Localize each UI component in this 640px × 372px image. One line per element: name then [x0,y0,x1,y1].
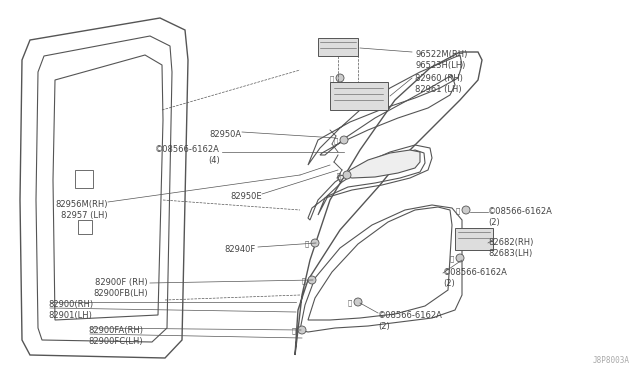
Text: Ⓢ: Ⓢ [337,173,341,179]
Bar [75,170,93,188]
Circle shape [311,239,319,247]
Text: ©08566-6162A
(2): ©08566-6162A (2) [378,311,443,331]
Text: Ⓢ: Ⓢ [456,208,460,214]
Text: Ⓢ: Ⓢ [450,256,454,262]
Text: Ⓢ: Ⓢ [330,76,334,82]
Circle shape [336,74,344,82]
Circle shape [354,298,362,306]
Circle shape [456,254,464,262]
Text: 82950A: 82950A [210,130,242,139]
Text: Ⓢ: Ⓢ [348,300,352,306]
Text: ©08566-6162A
(2): ©08566-6162A (2) [488,207,553,227]
Polygon shape [338,150,420,182]
Text: 82950E: 82950E [230,192,262,201]
Circle shape [343,171,351,179]
Text: 82960 (RH)
82961 (LH): 82960 (RH) 82961 (LH) [415,74,463,94]
Circle shape [308,276,316,284]
Text: 96522M(RH)
96523H(LH): 96522M(RH) 96523H(LH) [415,50,467,70]
Text: 82900FA(RH)
82900FC(LH): 82900FA(RH) 82900FC(LH) [88,326,143,346]
Text: ©08566-6162A
(4): ©08566-6162A (4) [155,145,220,165]
Text: 82900F (RH)
82900FB(LH): 82900F (RH) 82900FB(LH) [93,278,148,298]
Text: Ⓢ: Ⓢ [334,138,338,144]
Text: ©08566-6162A
(2): ©08566-6162A (2) [443,268,508,288]
Text: Ⓢ: Ⓢ [292,328,296,334]
Bar [455,228,493,250]
Circle shape [340,136,348,144]
Circle shape [298,326,306,334]
Text: J8P8003A: J8P8003A [593,356,630,365]
Text: 82682(RH)
82683(LH): 82682(RH) 82683(LH) [488,238,533,258]
Bar [318,38,358,56]
Text: 82900(RH)
82901(LH): 82900(RH) 82901(LH) [48,300,93,320]
Text: Ⓢ: Ⓢ [302,278,306,284]
Circle shape [462,206,470,214]
Bar [330,82,388,110]
Text: 82940F: 82940F [225,245,256,254]
Text: Ⓢ: Ⓢ [305,241,309,247]
Bar [78,220,92,234]
Text: 82956M(RH)
82957 (LH): 82956M(RH) 82957 (LH) [56,200,108,220]
